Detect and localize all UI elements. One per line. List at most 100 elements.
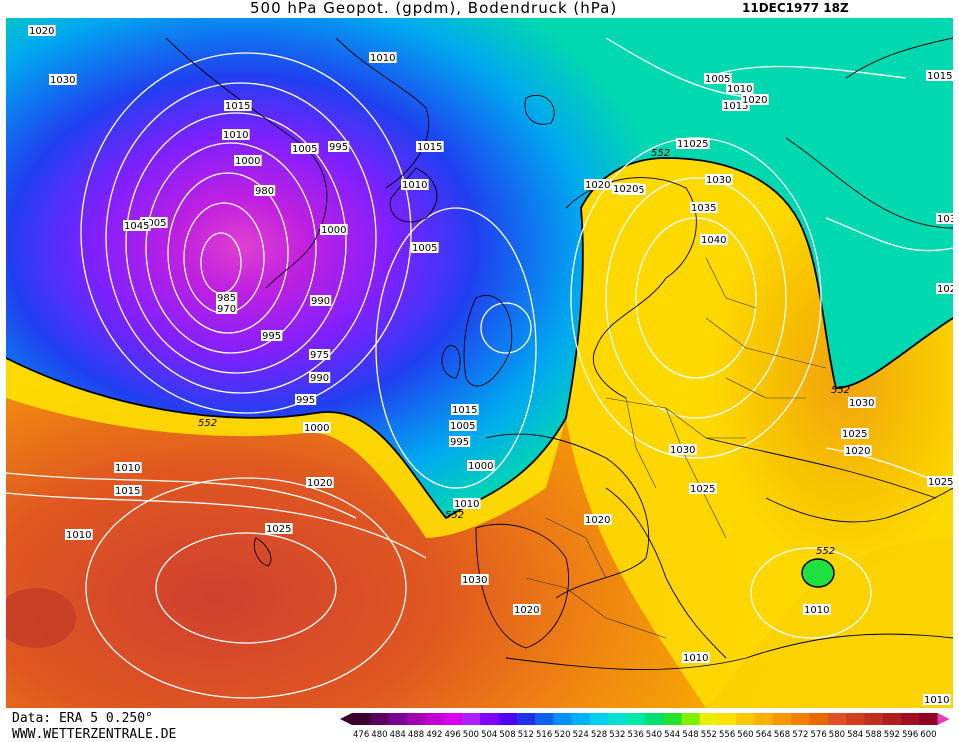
pressure-label-bg <box>310 295 332 306</box>
pressure-label: 1015 <box>452 405 477 416</box>
southeast-field <box>706 538 953 708</box>
scale-swatch <box>901 713 920 725</box>
pressure-label: 980 <box>255 186 274 197</box>
pressure-label: 995 <box>450 437 469 448</box>
pressure-label: 1020 <box>937 284 953 295</box>
pressure-label-bg <box>726 83 754 94</box>
scale-tick-label: 508 <box>499 730 515 739</box>
pressure-label-bg <box>369 52 397 63</box>
pressure-label-bg <box>28 25 56 36</box>
pressure-label: 1030 <box>462 575 487 586</box>
pressure-label-bg <box>689 483 717 494</box>
scale-swatch <box>626 713 646 725</box>
pressure-label-bg <box>705 174 733 185</box>
pressure-label: 1010 <box>370 53 395 64</box>
pressure-label-bg <box>584 179 612 190</box>
scale-tick-label: 552 <box>701 730 717 739</box>
scale-swatch <box>644 713 664 725</box>
borders <box>525 257 827 639</box>
pressure-label: 1020 <box>742 95 767 106</box>
pressure-label-bg <box>328 141 350 152</box>
subtropical-high-core <box>6 588 76 648</box>
scale-swatch <box>846 713 865 725</box>
contour-552-label: 552 <box>445 510 464 521</box>
pressure-label: 975 <box>310 350 329 361</box>
coastlines <box>165 37 953 670</box>
pressure-label-bg <box>224 100 252 111</box>
scale-tick-label: 564 <box>756 730 772 739</box>
scale-tick-label: 544 <box>664 730 680 739</box>
scale-tick-label: 600 <box>920 730 936 739</box>
pressure-label-bg <box>690 202 718 213</box>
pressure-label: 1030 <box>670 445 695 456</box>
pressure-label-bg <box>140 217 168 228</box>
pressure-label: 1000 <box>304 423 329 434</box>
scale-swatch <box>864 713 884 725</box>
pressure-label: 1015 <box>115 486 140 497</box>
pressure-label: 1030 <box>937 214 953 225</box>
scale-swatch <box>827 713 847 725</box>
pressure-label: 1000 <box>321 225 346 236</box>
pressure-label-bg <box>682 652 710 663</box>
scale-tick-label: 484 <box>390 730 406 739</box>
pressure-label: 1020 <box>29 26 54 37</box>
scale-swatch <box>882 713 902 725</box>
pressure-label-bg <box>303 422 331 433</box>
pressure-labels: 1020103010101015101010059951000990985980… <box>28 25 953 706</box>
pressure-label-bg <box>416 141 444 152</box>
pressure-label: 1015 <box>225 101 250 112</box>
scale-swatch <box>663 713 682 725</box>
pressure-label-bg <box>49 74 77 85</box>
contour-552-label: 552 <box>651 148 670 159</box>
pressure-label: 1025 <box>842 429 867 440</box>
pressure-label: 1030 <box>50 75 75 86</box>
pressure-label-bg <box>927 476 953 487</box>
scale-swatch <box>480 713 499 725</box>
pressure-label-bg <box>803 604 831 615</box>
pressure-label-bg <box>401 179 429 190</box>
pressure-label: 1000 <box>235 156 260 167</box>
color-scale-svg: 476 480 484 488 492 496 500 504 508 512 516 520 524 5… <box>340 713 950 739</box>
pressure-label-bg <box>513 604 541 615</box>
scale-swatch <box>443 713 463 725</box>
contour-552-label: 552 <box>198 418 217 429</box>
scale-tick-label: 488 <box>408 730 424 739</box>
pressure-label-bg <box>844 445 872 456</box>
scale-tick-label: 504 <box>481 730 497 739</box>
map-date: 11DEC1977 18Z <box>742 1 849 15</box>
scale-tick-label: 520 <box>554 730 570 739</box>
pressure-label: 970 <box>217 304 236 315</box>
pressure-label: 1000 <box>468 461 493 472</box>
pressure-label-bg <box>453 498 481 509</box>
pressure-label: 995 <box>329 142 348 153</box>
pressure-label-bg <box>411 242 439 253</box>
pressure-label: 1010 <box>402 180 427 191</box>
pressure-label-bg <box>669 444 697 455</box>
pressure-label-bg <box>65 529 93 540</box>
scale-swatch <box>461 713 481 725</box>
pressure-label: 1030 <box>706 175 731 186</box>
pressure-label-bg <box>926 70 953 81</box>
scale-tick-label: 528 <box>591 730 607 739</box>
pressure-label-bg <box>936 213 953 224</box>
pressure-label-bg <box>612 183 640 194</box>
pressure-label-bg <box>467 460 495 471</box>
scale-tick-label: 596 <box>902 730 918 739</box>
header: 500 hPa Geopot. (gpdm), Bodendruck (hPa)… <box>0 0 959 18</box>
pressure-label-bg <box>741 94 769 105</box>
contour-552-cutoff <box>801 558 835 588</box>
weather-map: 1020103010101015101010059951000990985980… <box>6 18 953 708</box>
map-title: 500 hPa Geopot. (gpdm), Bodendruck (hPa) <box>250 0 618 17</box>
pressure-label: 1020 <box>613 184 638 195</box>
website-label: WWW.WETTERZENTRALE.DE <box>12 727 177 742</box>
pressure-label: 1020 <box>585 180 610 191</box>
scale-tick-label: 480 <box>371 730 387 739</box>
scale-tick-label: 512 <box>518 730 534 739</box>
scale-swatch <box>498 713 518 725</box>
pressure-label-bg <box>123 220 151 231</box>
scale-tick-label: 588 <box>865 730 881 739</box>
pressure-label-bg <box>704 73 732 84</box>
scale-swatch <box>699 713 719 725</box>
scale-swatch <box>608 713 627 725</box>
pressure-label: 1020 <box>585 515 610 526</box>
